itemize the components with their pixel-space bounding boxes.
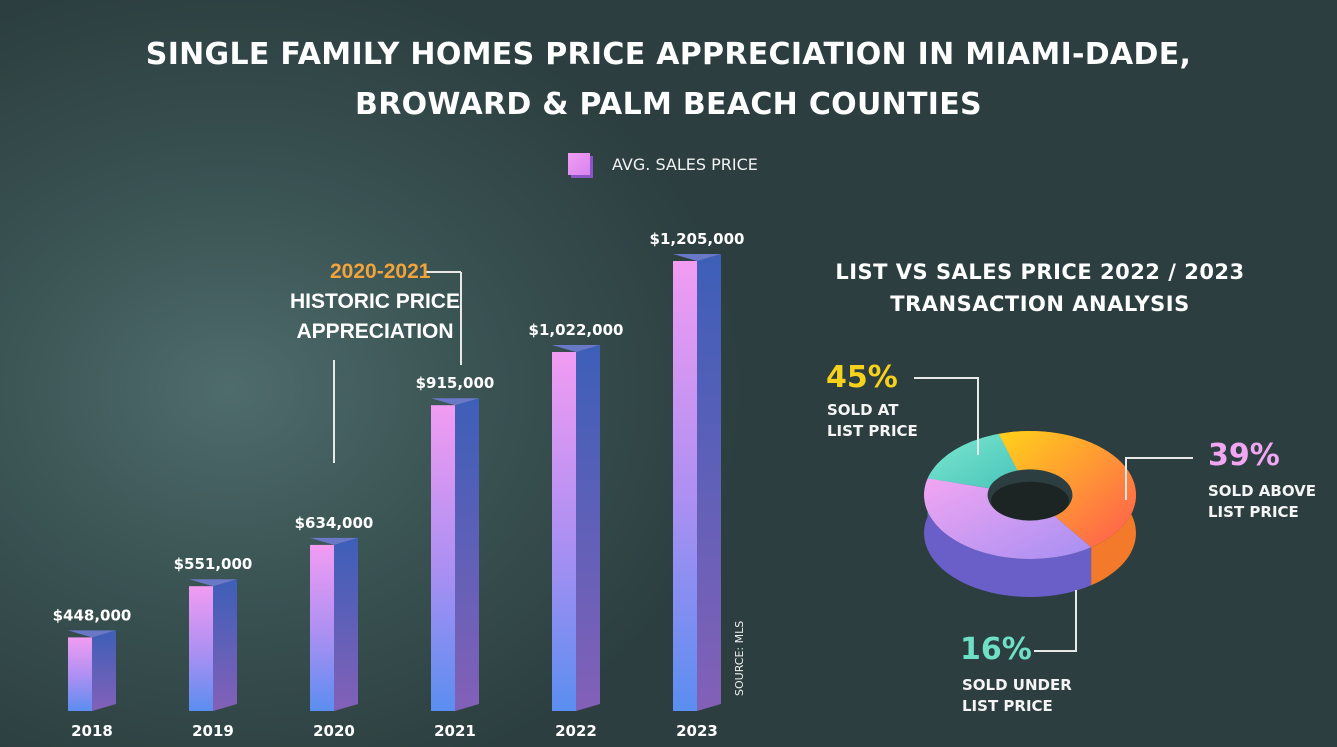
label-above-list: SOLD ABOVE LIST PRICE xyxy=(1208,481,1316,523)
legend-swatch xyxy=(568,153,590,175)
pie-title-line-1: LIST VS SALES PRICE 2022 / 2023 xyxy=(835,260,1245,284)
pct-at-list: 45% xyxy=(826,360,898,395)
pct-above-list: 39% xyxy=(1208,438,1280,473)
annotation-line-1: HISTORIC PRICE xyxy=(290,290,460,313)
label-under-list-line-2: LIST PRICE xyxy=(962,697,1053,715)
bar-value-label: $1,205,000 xyxy=(650,230,745,248)
pie-title: LIST VS SALES PRICE 2022 / 2023 TRANSACT… xyxy=(800,256,1280,320)
legend: AVG. SALES PRICE xyxy=(568,150,758,178)
bar-top xyxy=(310,537,358,545)
bar xyxy=(68,637,92,711)
label-above-list-line-1: SOLD ABOVE xyxy=(1208,482,1317,500)
annotation-line-2: APPRECIATION xyxy=(296,320,454,343)
x-tick-label: 2019 xyxy=(192,722,234,740)
bar-side xyxy=(576,344,600,711)
bar-value-label: $1,022,000 xyxy=(529,321,624,339)
bar-top xyxy=(552,344,600,352)
label-above-list-line-2: LIST PRICE xyxy=(1208,503,1299,521)
bar-value-label: $551,000 xyxy=(174,555,253,573)
bar-side xyxy=(697,254,721,711)
slice-at-list xyxy=(998,431,1136,548)
bar-value-label: $448,000 xyxy=(53,606,132,624)
annotation: 2020-2021 HISTORIC PRICE APPRECIATION xyxy=(290,257,460,347)
bar-side xyxy=(213,579,237,711)
pct-under-list: 16% xyxy=(960,632,1032,667)
chart-title-line-1: SINGLE FAMILY HOMES PRICE APPRECIATION I… xyxy=(145,37,1192,72)
slice-above-list-side xyxy=(924,478,1092,597)
chart-title: SINGLE FAMILY HOMES PRICE APPRECIATION I… xyxy=(0,30,1337,130)
bar xyxy=(552,351,576,711)
bar xyxy=(189,586,213,711)
bar xyxy=(310,544,334,711)
x-tick-label: 2021 xyxy=(434,722,476,740)
x-tick-label: 2020 xyxy=(313,722,355,740)
label-at-list: SOLD AT LIST PRICE xyxy=(827,400,918,442)
label-at-list-line-1: SOLD AT xyxy=(827,401,899,419)
label-under-list-line-1: SOLD UNDER xyxy=(962,676,1072,694)
slice-under-list xyxy=(927,433,1018,489)
bar xyxy=(673,261,697,711)
bar-value-label: $915,000 xyxy=(416,374,495,392)
slice-above-list xyxy=(924,478,1092,559)
x-tick-label: 2018 xyxy=(71,722,113,740)
chart-title-line-2: BROWARD & PALM BEACH COUNTIES xyxy=(355,87,982,122)
donut-chart xyxy=(924,431,1136,597)
bar-top xyxy=(68,630,116,638)
legend-label: AVG. SALES PRICE xyxy=(612,154,758,174)
annotation-years: 2020-2021 xyxy=(330,260,431,283)
x-tick-label: 2022 xyxy=(555,722,597,740)
x-tick-label: 2023 xyxy=(676,722,718,740)
source-note: SOURCE: MLS xyxy=(733,620,746,696)
bar-top xyxy=(189,579,237,587)
bar-top xyxy=(673,254,721,261)
bar-value-label: $634,000 xyxy=(295,514,374,532)
bar-side xyxy=(455,398,479,711)
donut-hole xyxy=(990,481,1070,521)
bar-top xyxy=(431,398,479,406)
label-at-list-line-2: LIST PRICE xyxy=(827,422,918,440)
bar-side xyxy=(334,537,358,711)
bar xyxy=(431,405,455,711)
label-under-list: SOLD UNDER LIST PRICE xyxy=(962,675,1072,717)
bar-side xyxy=(92,630,116,711)
pie-title-line-2: TRANSACTION ANALYSIS xyxy=(890,292,1190,316)
